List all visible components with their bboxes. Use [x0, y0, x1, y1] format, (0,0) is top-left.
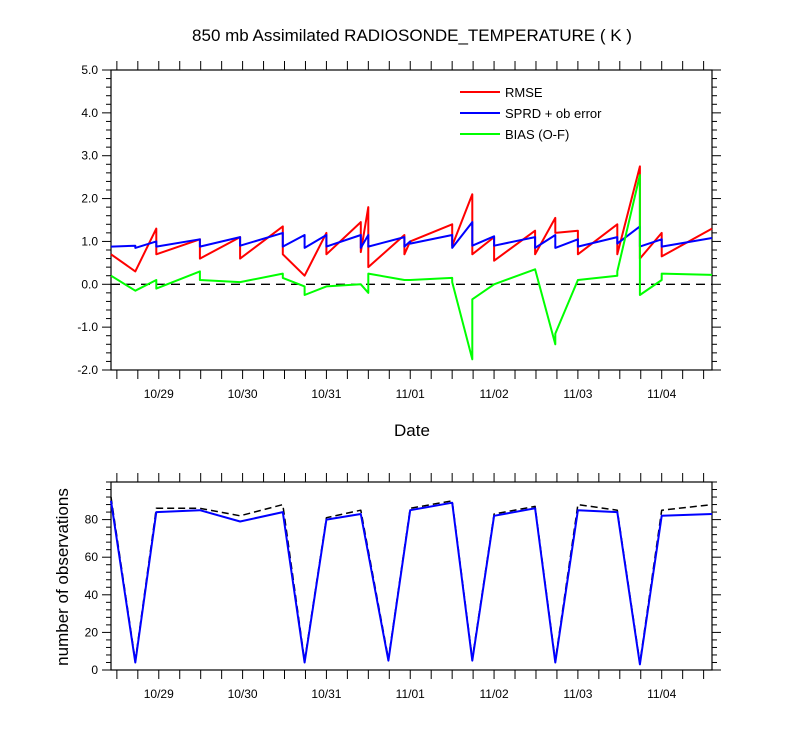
x-tick-label: 11/01 [396, 687, 425, 701]
plot-frame [110, 69, 713, 371]
x-tick-label: 10/31 [311, 387, 341, 401]
x-tick-label: 11/02 [479, 387, 508, 401]
legend-label: SPRD + ob error [505, 106, 602, 121]
x-tick-label: 11/04 [647, 687, 676, 701]
x-axis-label: Date [394, 421, 430, 440]
y-tick-label: 4.0 [81, 106, 98, 120]
chart-title: 850 mb Assimilated RADIOSONDE_TEMPERATUR… [192, 26, 632, 45]
x-tick-label: 10/31 [311, 687, 341, 701]
y-axis-label-observations: number of observations [53, 488, 72, 666]
y-tick-label: 1.0 [81, 234, 98, 248]
y-tick-label: 20 [85, 625, 99, 639]
series-line-rmse [110, 165, 713, 277]
x-tick-label: 10/30 [228, 687, 258, 701]
x-tick-label: 11/03 [563, 387, 592, 401]
y-tick-label: 3.0 [81, 149, 98, 163]
x-tick-label: 10/30 [228, 387, 258, 401]
y-tick-label: 5.0 [81, 63, 98, 77]
series-line-expected-count [110, 496, 713, 664]
x-tick-label: 11/01 [396, 387, 425, 401]
top-panel: -2.0 -1.0 0.0 1.0 2.0 3.0 4.0 5.0 10/29 10/30 10/3… [77, 61, 721, 401]
y-tick-label: 2.0 [81, 192, 98, 206]
bottom-panel: 0 20 40 60 80 10/29 10/30 10/31 11/01 11/02 11/03 1… [85, 473, 721, 701]
series-line-assimilated-count [110, 500, 713, 666]
x-tick-label: 11/03 [563, 687, 592, 701]
y-tick-label: -2.0 [77, 363, 98, 377]
y-tick-label: 40 [85, 588, 99, 602]
x-tick-label: 11/02 [479, 687, 508, 701]
legend-label: BIAS (O-F) [505, 127, 569, 142]
y-tick-label: 60 [85, 550, 99, 564]
y-tick-label: 80 [85, 513, 99, 527]
x-tick-label: 10/29 [144, 387, 174, 401]
series-line-bias-o-f [110, 174, 713, 361]
y-tick-label: 0.0 [81, 277, 98, 291]
series-line-sprd-ob-error [110, 221, 713, 249]
y-tick-label: 0 [91, 663, 98, 677]
legend-label: RMSE [505, 85, 543, 100]
y-tick-label: -1.0 [77, 320, 98, 334]
x-tick-label: 11/04 [647, 387, 676, 401]
x-tick-label: 10/29 [144, 687, 174, 701]
plot-frame [110, 481, 713, 671]
